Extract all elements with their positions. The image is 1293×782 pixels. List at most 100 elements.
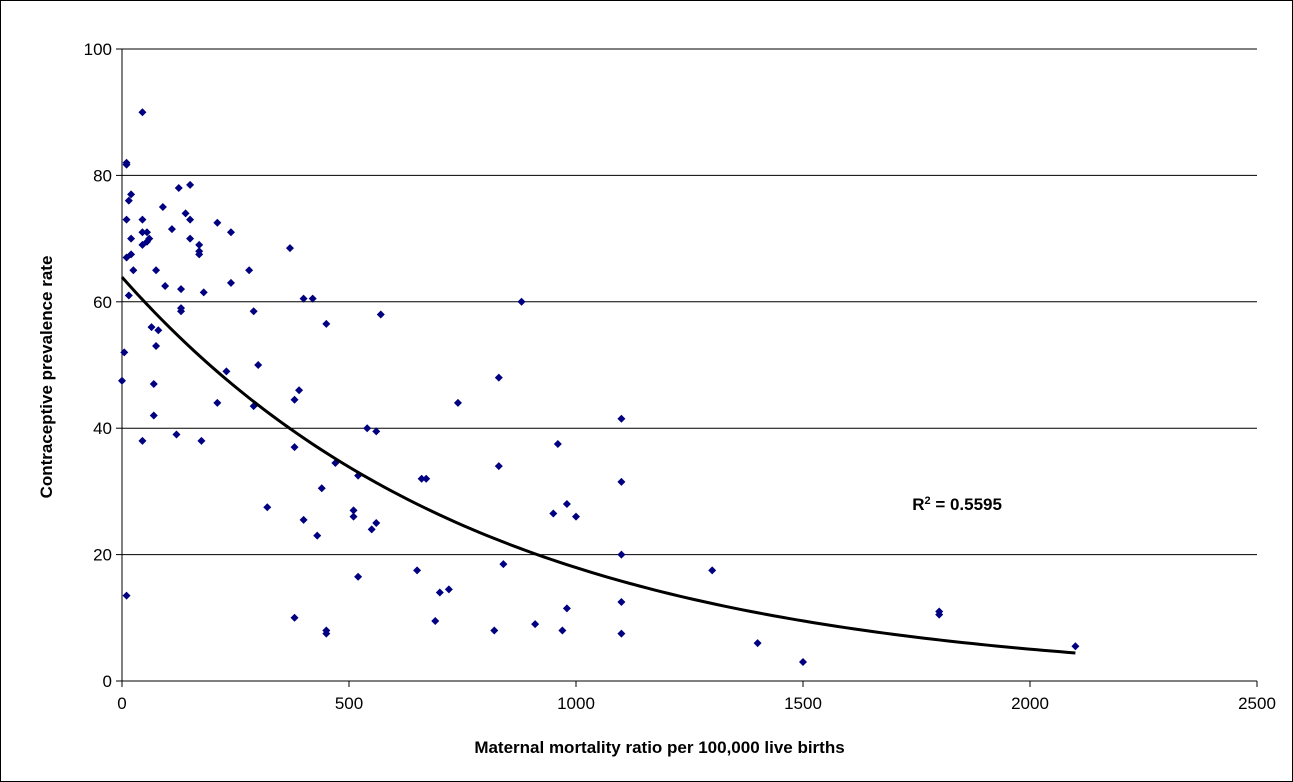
data-point (127, 234, 136, 243)
data-point (295, 386, 304, 395)
data-point (562, 604, 571, 613)
data-point (195, 240, 204, 249)
data-point (290, 613, 299, 622)
data-point (142, 228, 151, 237)
data-point (413, 566, 422, 575)
data-point (290, 395, 299, 404)
data-point (161, 282, 170, 290)
data-point (299, 515, 308, 524)
data-point (226, 278, 235, 287)
x-tick-label: 1500 (784, 694, 822, 713)
data-point (172, 430, 181, 439)
data-point (799, 658, 807, 667)
y-tick-label: 40 (93, 419, 112, 438)
data-point (263, 503, 272, 512)
data-point (213, 398, 222, 407)
data-point (138, 108, 147, 117)
x-tick-label: 2500 (1238, 694, 1276, 713)
data-point (197, 436, 206, 445)
data-point (753, 639, 762, 648)
data-points (118, 108, 1080, 667)
data-point (186, 215, 195, 224)
y-axis-title: Contraceptive prevalence rate (37, 256, 56, 499)
data-point (285, 244, 294, 253)
data-point (494, 373, 503, 382)
data-point (531, 620, 540, 629)
data-point (129, 266, 138, 275)
data-point (124, 291, 133, 300)
data-point (254, 361, 263, 369)
data-point (322, 629, 331, 638)
data-point (174, 184, 183, 193)
trendline (120, 276, 1076, 655)
data-point (372, 427, 381, 436)
data-point (553, 440, 562, 448)
data-point (322, 319, 331, 328)
data-point (138, 436, 147, 445)
r2-label: R (912, 495, 924, 514)
data-point (186, 180, 195, 189)
data-point (372, 519, 381, 527)
y-tick-label: 60 (93, 293, 112, 312)
x-tick-label: 2000 (1011, 694, 1049, 713)
data-point (617, 477, 626, 486)
x-tick-label: 1000 (557, 694, 595, 713)
data-point (245, 266, 254, 275)
gridlines (122, 48, 1257, 556)
data-point (149, 379, 158, 388)
data-point (367, 525, 376, 534)
data-point (354, 572, 363, 581)
r2-value: = 0.5595 (931, 495, 1002, 514)
data-point (376, 310, 385, 319)
data-point (708, 566, 717, 575)
data-point (181, 209, 190, 218)
data-point (444, 585, 453, 594)
data-point (213, 218, 222, 227)
data-point (422, 474, 431, 483)
data-point (138, 228, 147, 237)
y-tick-label: 0 (103, 672, 112, 691)
x-axis-title: Maternal mortality ratio per 100,000 liv… (474, 738, 844, 757)
data-point (195, 250, 204, 259)
data-point (617, 598, 626, 606)
data-point (349, 512, 358, 521)
r2-exponent: 2 (924, 495, 930, 507)
data-point (517, 297, 526, 306)
data-point (177, 307, 186, 316)
data-point (617, 414, 626, 423)
x-tick-labels: 0 500 1000 1500 2000 2500 (117, 694, 1276, 713)
data-point (127, 190, 136, 199)
data-point (494, 462, 503, 471)
data-point (572, 512, 580, 521)
data-point (617, 629, 626, 638)
data-point (122, 591, 131, 600)
y-tick-labels: 0 20 40 60 80 100 (84, 40, 112, 691)
data-point (290, 443, 299, 452)
data-point (363, 424, 372, 433)
data-point (308, 294, 317, 303)
data-point (499, 560, 508, 569)
data-point (453, 398, 462, 407)
data-point (299, 294, 308, 303)
y-tick-label: 80 (93, 166, 112, 185)
data-point (549, 509, 558, 518)
data-point (127, 250, 136, 259)
x-tick-label: 500 (335, 694, 363, 713)
data-point (152, 266, 161, 275)
axes (116, 48, 1258, 687)
x-tick-label: 0 (117, 694, 126, 713)
data-point (317, 484, 326, 493)
data-point (152, 342, 161, 351)
data-point (167, 225, 176, 234)
data-point (562, 500, 571, 509)
data-point (313, 531, 322, 540)
data-point (154, 326, 163, 335)
data-point (558, 626, 567, 635)
data-point (138, 240, 147, 249)
data-point (149, 411, 158, 420)
data-point (147, 323, 156, 332)
y-tick-label: 20 (93, 546, 112, 565)
data-point (1071, 642, 1080, 651)
data-point (249, 307, 258, 316)
data-point (122, 215, 131, 224)
